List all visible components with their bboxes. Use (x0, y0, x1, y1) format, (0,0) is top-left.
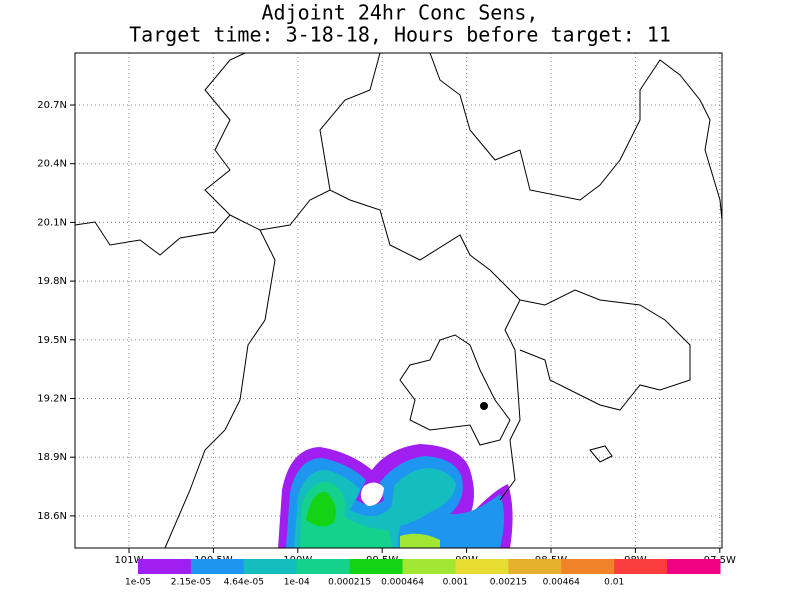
colorbar-swatch (667, 559, 721, 574)
lat-label: 19.2N (37, 394, 67, 405)
colorbar-label: 0.00464 (543, 578, 580, 588)
colorbar: 1e-05 2.15e-05 4.64e-05 1e-04 0.000215 0.0004… (125, 559, 721, 588)
lat-label: 19.5N (37, 335, 67, 346)
colorbar-swatch (614, 559, 668, 574)
target-marker (480, 402, 488, 410)
admin-borders (75, 53, 722, 548)
colorbar-swatch (508, 559, 562, 574)
title-line: Adjoint 24hr Conc Sens, (262, 1, 539, 25)
colorbar-swatch (190, 559, 245, 574)
lat-label: 18.6N (37, 511, 67, 522)
colorbar-label: 4.64e-05 (224, 578, 264, 588)
colorbar-label: 0.000464 (381, 578, 424, 588)
colorbar-swatch (138, 559, 192, 574)
colorbar-swatch (561, 559, 615, 574)
colorbar-swatch (243, 559, 298, 574)
colorbar-swatch (349, 559, 404, 574)
colorbar-label: 0.00215 (490, 578, 527, 588)
plume (278, 444, 513, 548)
colorbar-label: 0.000215 (328, 578, 371, 588)
lat-label: 20.7N (37, 100, 67, 111)
lon-label: 101W (115, 555, 144, 566)
lat-label: 19.8N (37, 276, 67, 287)
colorbar-swatch (402, 559, 456, 574)
lat-label: 20.4N (37, 159, 67, 170)
lat-label: 20.1N (37, 217, 67, 228)
colorbar-swatch (296, 559, 351, 574)
colorbar-label: 1e-05 (125, 578, 151, 588)
lat-label: 18.9N (37, 452, 67, 463)
colorbar-label: 1e-04 (284, 578, 310, 588)
colorbar-swatch (455, 559, 509, 574)
colorbar-label: 0.001 (443, 578, 469, 588)
colorbar-label: 0.01 (604, 578, 624, 588)
title-line: Target time: 3-18-18, Hours before targe… (129, 23, 671, 47)
colorbar-label: 2.15e-05 (171, 578, 211, 588)
frame (74, 52, 723, 549)
